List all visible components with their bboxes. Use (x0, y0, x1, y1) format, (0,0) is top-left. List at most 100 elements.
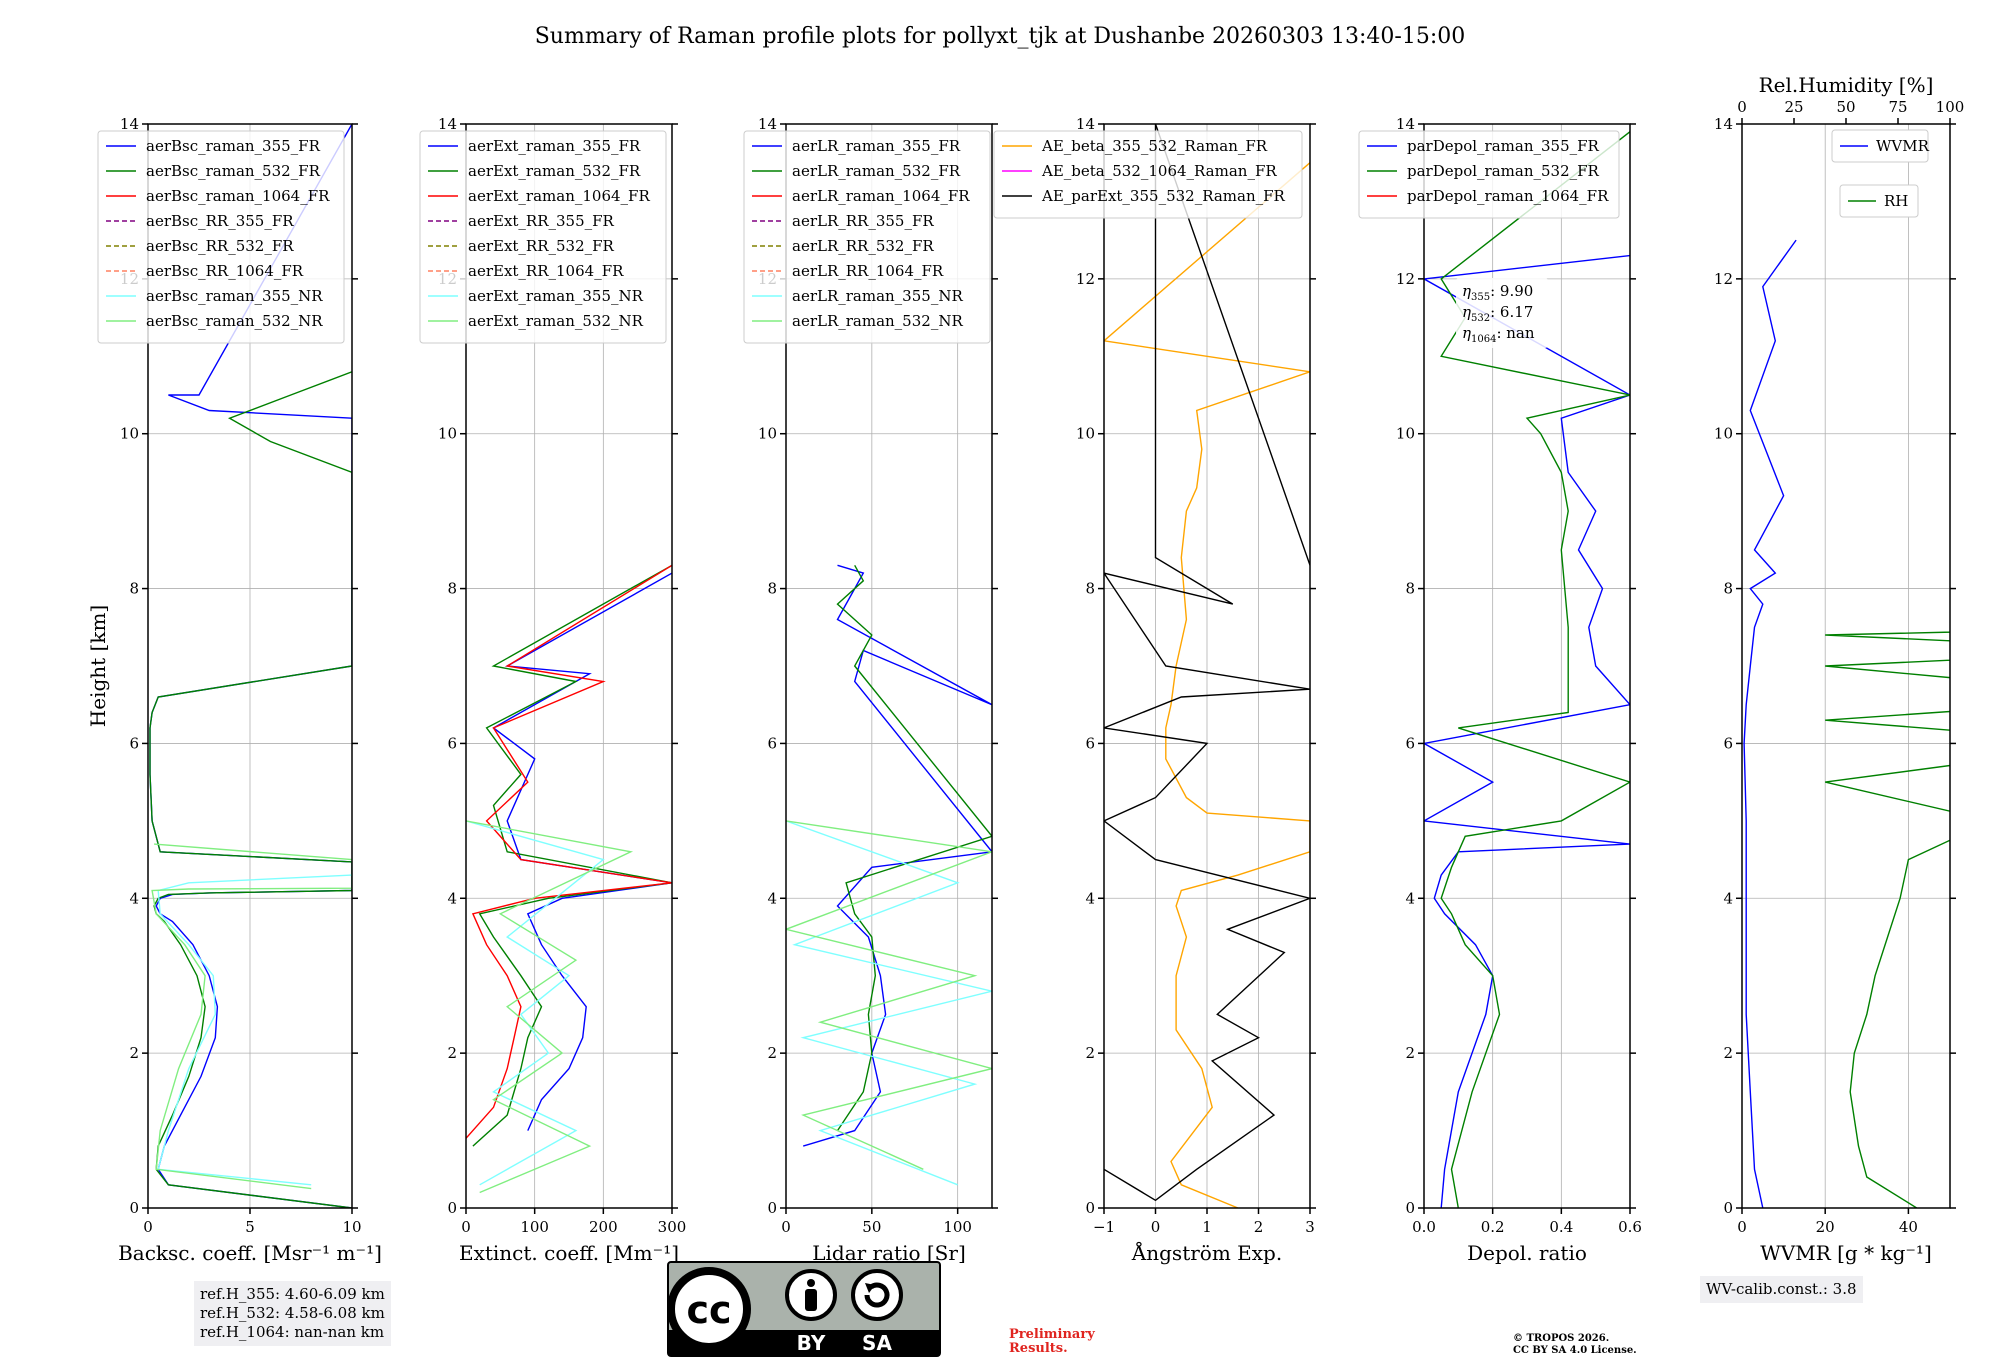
legend-label: aerExt_RR_532_FR (468, 237, 615, 255)
y-tick-label: 6 (1085, 734, 1095, 752)
sa-share-icon (851, 1269, 903, 1321)
series-WVMR (1743, 239, 1797, 1208)
legend: AE_beta_355_532_Raman_FR AE_beta_532_1064… (993, 130, 1303, 219)
axes-frame (1741, 123, 1951, 1209)
series-AE_beta_355_532_Raman_FR (1104, 162, 1310, 1208)
x-tick-label: 2 (1254, 1218, 1264, 1236)
legend-label: WVMR (1876, 137, 1930, 155)
y-tick-label: 10 (438, 425, 457, 443)
y-tick-label: 8 (1723, 580, 1733, 598)
x-axis-label: WVMR [g * kg⁻¹] (1760, 1241, 1932, 1265)
x-tick-label: 0.6 (1618, 1218, 1642, 1236)
legend-label: aerLR_raman_532_NR (792, 312, 963, 330)
legend: aerBsc_raman_355_FR aerBsc_raman_532_FRae… (97, 130, 345, 344)
figure-title: Summary of Raman profile plots for polly… (535, 24, 1466, 49)
by-label: BY (797, 1331, 826, 1355)
series-group (149, 124, 352, 1208)
legend-label: aerExt_raman_355_NR (468, 287, 644, 305)
legend-label: AE_beta_355_532_Raman_FR (1041, 137, 1268, 155)
x-tick-label: 200 (589, 1218, 618, 1236)
legend-label: aerLR_raman_1064_FR (792, 187, 970, 205)
grid (1741, 123, 1950, 1209)
cc-icon (667, 1267, 751, 1351)
y-tick-label: 12 (1714, 270, 1733, 288)
legend-label: aerBsc_RR_355_FR (146, 212, 294, 230)
grid (1103, 123, 1311, 1209)
panel-5: 0.0 0.2 0.4 0.6 0 2 4 6 8 10 12 14 Depol. ratio parDe… (1358, 115, 1642, 1265)
series-group (1743, 239, 1950, 1208)
y-tick-label: 0 (1085, 1199, 1095, 1217)
y-tick-label: 10 (120, 425, 139, 443)
legend-box (97, 130, 345, 344)
legend-label: aerBsc_raman_355_NR (146, 287, 323, 305)
series-aerBsc_raman_532_FR (149, 371, 352, 1208)
series-aerLR_raman_355_NR (786, 820, 992, 1186)
y-tick-label: 6 (1723, 734, 1733, 752)
x-tick-label: 1 (1202, 1218, 1212, 1236)
legend-box (419, 130, 667, 344)
ref-height-532: ref.H_532: 4.58-6.08 km (200, 1304, 385, 1322)
series-group (1104, 124, 1310, 1208)
legend: parDepol_raman_355_FR parDepol_raman_532_… (1358, 130, 1620, 219)
y-tick-label: 0 (129, 1199, 139, 1217)
legend-box (743, 130, 991, 344)
y-tick-label: 4 (447, 889, 457, 907)
axes-frame (147, 123, 353, 1209)
legend-label: AE_beta_532_1064_Raman_FR (1041, 162, 1277, 180)
y-tick-label: 10 (758, 425, 777, 443)
y-tick-label: 2 (1405, 1044, 1415, 1062)
legend-label: aerExt_RR_1064_FR (468, 262, 624, 280)
x-tick-label: 50 (862, 1218, 881, 1236)
legend-label: RH (1884, 192, 1908, 210)
top-tick-label: 0 (1737, 98, 1747, 116)
y-tick-label: 0 (767, 1199, 777, 1217)
legend-label: aerBsc_raman_532_NR (146, 312, 323, 330)
eta-box (1456, 278, 1548, 348)
legend-label: aerExt_RR_355_FR (468, 212, 615, 230)
eta-row: η1064: nan (1462, 324, 1535, 345)
x-tick-label: 10 (342, 1218, 361, 1236)
legend-label: parDepol_raman_1064_FR (1407, 187, 1609, 205)
top-tick-label: 75 (1888, 98, 1907, 116)
eta-row: η532: 6.17 (1462, 303, 1533, 324)
x-tick-label: 0 (143, 1218, 153, 1236)
cc-text: cc (686, 1288, 731, 1332)
y-tick-label: 14 (1714, 115, 1733, 133)
y-tick-label: 4 (1723, 889, 1733, 907)
y-tick-label: 6 (767, 734, 777, 752)
x-tick-label: 40 (1899, 1218, 1918, 1236)
y-tick-label: 14 (758, 115, 777, 133)
legend-label: aerExt_raman_532_FR (468, 162, 641, 180)
ref-height-1064: ref.H_1064: nan-nan km (200, 1323, 385, 1341)
sa-label: SA (862, 1331, 892, 1355)
series-group (1424, 131, 1630, 1208)
x-tick-label: 0 (1737, 1218, 1747, 1236)
y-tick-label: 2 (447, 1044, 457, 1062)
preliminary-results-note: Preliminary Results. (1009, 1328, 1095, 1356)
series-group (786, 564, 992, 1186)
legend-label: aerBsc_raman_1064_FR (146, 187, 330, 205)
y-tick-label: 6 (129, 734, 139, 752)
x-axis-label: Depol. ratio (1467, 1241, 1587, 1265)
axes-frame (465, 123, 673, 1209)
legend-label: aerBsc_RR_532_FR (146, 237, 294, 255)
legend-label: aerLR_RR_1064_FR (792, 262, 944, 280)
y-tick-label: 2 (1723, 1044, 1733, 1062)
series-parDepol_raman_532_FR (1440, 131, 1630, 1208)
y-tick-label: 0 (1723, 1199, 1733, 1217)
y-tick-label: 2 (767, 1044, 777, 1062)
y-tick-label: 8 (447, 580, 457, 598)
y-tick-label: 4 (1405, 889, 1415, 907)
panel-6: 0 20 40 0 2 4 6 8 10 12 14 WVMR [g * kg⁻¹] Rel.Humid… (1714, 73, 1964, 1265)
legend-box (1358, 130, 1620, 219)
y-tick-label: 4 (129, 889, 139, 907)
series-aerLR_raman_355_FR (802, 564, 992, 1147)
legend-label: aerBsc_raman_532_FR (146, 162, 321, 180)
top-axis-label: Rel.Humidity [%] (1759, 73, 1934, 97)
series-RH (1825, 631, 1950, 1208)
y-tick-label: 6 (1405, 734, 1415, 752)
x-tick-label: 100 (520, 1218, 549, 1236)
legend: aerLR_raman_355_FR aerLR_raman_532_FR aerL… (743, 130, 991, 344)
series-parDepol_raman_355_FR (1424, 254, 1630, 1208)
